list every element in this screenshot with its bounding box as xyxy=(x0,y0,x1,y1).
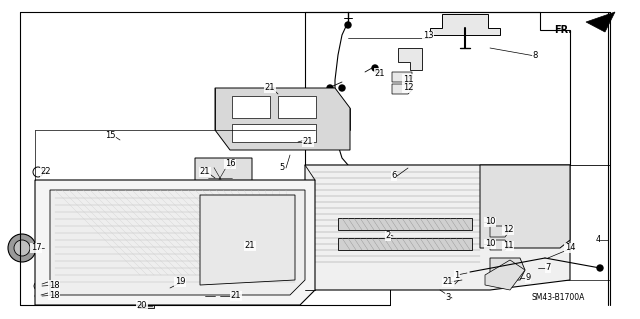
Circle shape xyxy=(140,190,196,246)
Text: 9: 9 xyxy=(525,273,531,283)
Circle shape xyxy=(160,210,176,226)
Text: SM43-B1700A: SM43-B1700A xyxy=(531,293,585,302)
Circle shape xyxy=(597,265,603,271)
Bar xyxy=(140,290,152,306)
Text: 11: 11 xyxy=(403,75,413,84)
Text: 12: 12 xyxy=(503,226,513,234)
Text: 18: 18 xyxy=(49,291,60,300)
Circle shape xyxy=(215,293,221,299)
Bar xyxy=(160,285,174,301)
Text: 14: 14 xyxy=(564,243,575,253)
Polygon shape xyxy=(232,124,316,142)
Polygon shape xyxy=(490,226,508,237)
Bar xyxy=(138,288,154,308)
Circle shape xyxy=(327,85,333,91)
Text: 2: 2 xyxy=(385,232,390,241)
Text: 10: 10 xyxy=(484,218,495,226)
Polygon shape xyxy=(200,195,295,285)
Bar xyxy=(205,230,290,242)
Circle shape xyxy=(345,22,351,28)
Polygon shape xyxy=(232,96,270,118)
Text: 10: 10 xyxy=(484,240,495,249)
Circle shape xyxy=(459,277,465,283)
Circle shape xyxy=(305,137,311,143)
Circle shape xyxy=(339,85,345,91)
Polygon shape xyxy=(305,165,570,290)
Bar xyxy=(205,268,290,280)
Text: 6: 6 xyxy=(391,172,397,181)
Circle shape xyxy=(466,268,474,276)
Text: 21: 21 xyxy=(200,167,211,176)
Text: FR.: FR. xyxy=(554,25,572,35)
Text: 21: 21 xyxy=(443,278,453,286)
Polygon shape xyxy=(195,158,252,200)
Text: 8: 8 xyxy=(532,51,538,61)
Polygon shape xyxy=(490,240,508,250)
Circle shape xyxy=(62,240,78,256)
Text: 19: 19 xyxy=(175,278,185,286)
Text: 1: 1 xyxy=(454,271,460,279)
Text: 21: 21 xyxy=(303,137,313,146)
Circle shape xyxy=(14,240,30,256)
Bar xyxy=(205,250,290,262)
Text: 22: 22 xyxy=(41,167,51,176)
Polygon shape xyxy=(480,165,570,248)
Text: 11: 11 xyxy=(503,241,513,250)
Circle shape xyxy=(372,65,378,71)
Circle shape xyxy=(388,233,392,237)
Polygon shape xyxy=(278,96,316,118)
Text: 3: 3 xyxy=(445,293,451,302)
Text: 18: 18 xyxy=(49,280,60,290)
Circle shape xyxy=(148,198,188,238)
Text: 13: 13 xyxy=(422,32,433,41)
Polygon shape xyxy=(392,84,412,94)
Text: 15: 15 xyxy=(105,131,115,140)
Polygon shape xyxy=(586,12,615,32)
Polygon shape xyxy=(338,218,472,230)
Text: 20: 20 xyxy=(137,300,147,309)
Circle shape xyxy=(50,228,90,268)
Polygon shape xyxy=(485,260,525,290)
Polygon shape xyxy=(392,72,412,82)
Polygon shape xyxy=(338,238,472,250)
Polygon shape xyxy=(430,14,500,35)
Bar xyxy=(205,210,290,222)
Text: 5: 5 xyxy=(280,164,285,173)
Circle shape xyxy=(8,234,36,262)
Polygon shape xyxy=(50,190,305,295)
Text: 16: 16 xyxy=(225,160,236,168)
Text: 4: 4 xyxy=(595,235,600,244)
Polygon shape xyxy=(398,48,422,70)
Text: 17: 17 xyxy=(31,243,42,253)
Polygon shape xyxy=(490,258,525,280)
Text: 21: 21 xyxy=(244,241,255,250)
Polygon shape xyxy=(215,88,350,150)
Text: 21: 21 xyxy=(231,292,241,300)
Polygon shape xyxy=(35,180,315,305)
Text: 7: 7 xyxy=(545,263,550,272)
Text: 21: 21 xyxy=(375,69,385,78)
Text: 21: 21 xyxy=(265,84,275,93)
Text: 12: 12 xyxy=(403,84,413,93)
Circle shape xyxy=(42,220,98,276)
